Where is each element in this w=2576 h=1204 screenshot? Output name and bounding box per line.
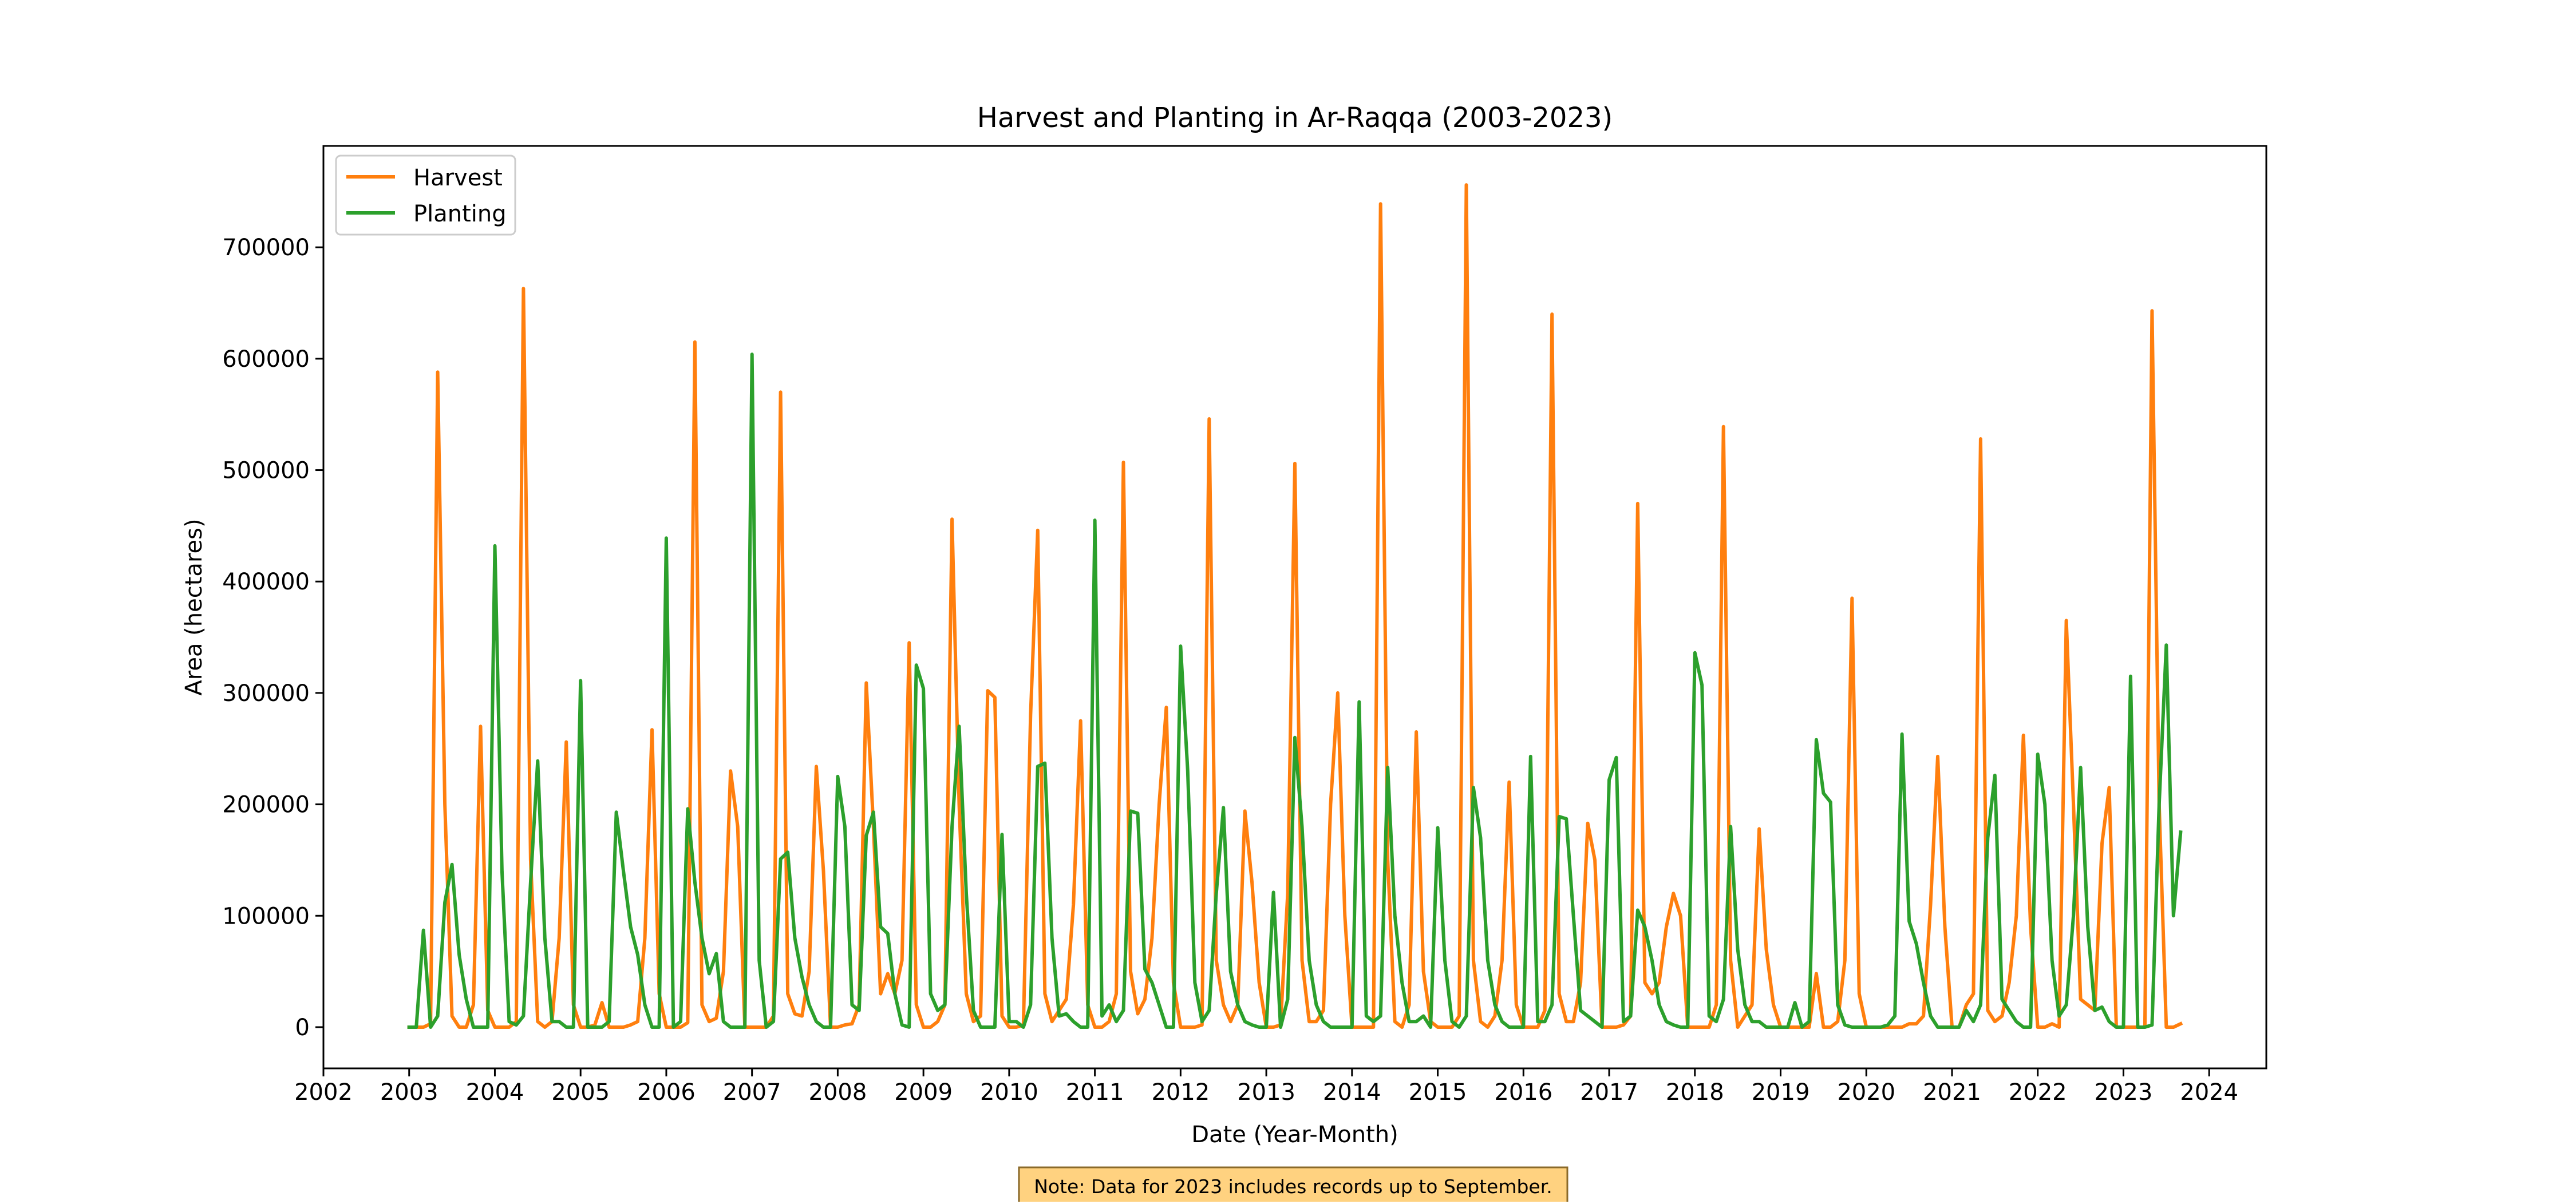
y-tick-label: 200000 xyxy=(222,792,310,818)
note-background xyxy=(1018,1166,1568,1204)
x-tick-label: 2013 xyxy=(1237,1079,1295,1106)
y-tick-label: 300000 xyxy=(222,680,310,707)
note-text: Note: Data for 2023 includes records up … xyxy=(1034,1175,1552,1198)
x-tick-label: 2023 xyxy=(2095,1079,2153,1106)
x-tick-label: 2014 xyxy=(1323,1079,1381,1106)
x-tick-label: 2011 xyxy=(1066,1079,1124,1106)
series-layer xyxy=(407,183,2183,1029)
x-tick-label: 2020 xyxy=(1837,1079,1895,1106)
y-tick-label: 400000 xyxy=(222,569,310,595)
x-axis: 2002 2003 2004 2005 2006 2007 2008 2009 2010 2011… xyxy=(294,1068,2238,1106)
series-line-planting xyxy=(407,353,2183,1029)
x-tick-label: 2004 xyxy=(466,1079,524,1106)
x-tick-label: 2022 xyxy=(2009,1079,2067,1106)
y-tick-label: 600000 xyxy=(222,346,310,373)
y-tick-label: 100000 xyxy=(222,903,310,929)
x-tick-label: 2018 xyxy=(1666,1079,1724,1106)
x-tick-label: 2017 xyxy=(1580,1079,1638,1106)
x-tick-label: 2019 xyxy=(1752,1079,1810,1106)
series-line-harvest xyxy=(407,183,2183,1029)
legend-harvest-label: Harvest xyxy=(413,165,503,191)
plot-area-frame xyxy=(322,145,2267,1070)
legend-planting-label: Planting xyxy=(413,201,507,227)
x-tick-label: 2006 xyxy=(637,1079,696,1106)
y-tick-label: 500000 xyxy=(222,458,310,484)
x-tick-label: 2009 xyxy=(894,1079,953,1106)
legend: Harvest Planting xyxy=(335,155,516,236)
y-tick-label: 700000 xyxy=(222,235,310,261)
y-axis: 0 100000 200000 300000 400000 500000 600000 700… xyxy=(222,235,323,1041)
chart-title: Harvest and Planting in Ar-Raqqa (2003-2… xyxy=(977,102,1613,134)
x-tick-label: 2016 xyxy=(1494,1079,1552,1106)
y-tick-label: 0 xyxy=(295,1015,310,1041)
x-tick-label: 2005 xyxy=(551,1079,610,1106)
y-axis-label: Area (hectares) xyxy=(181,518,207,695)
x-tick-label: 2007 xyxy=(723,1079,781,1106)
x-tick-label: 2015 xyxy=(1409,1079,1467,1106)
x-tick-label: 2003 xyxy=(380,1079,438,1106)
x-tick-label: 2002 xyxy=(294,1079,353,1106)
x-tick-label: 2021 xyxy=(1923,1079,1981,1106)
x-tick-label: 2012 xyxy=(1151,1079,1210,1106)
x-tick-label: 2010 xyxy=(980,1079,1038,1106)
x-tick-label: 2008 xyxy=(809,1079,867,1106)
note-box: Note: Data for 2023 includes records up … xyxy=(1018,1166,1568,1204)
x-tick-label: 2024 xyxy=(2180,1079,2238,1106)
x-axis-label: Date (Year-Month) xyxy=(1191,1122,1398,1148)
